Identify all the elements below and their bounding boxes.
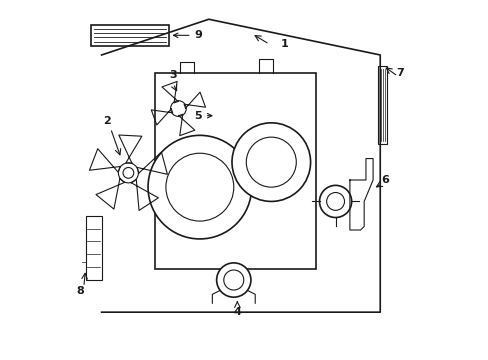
Text: 2: 2: [103, 116, 111, 126]
Bar: [85, 216, 102, 280]
Circle shape: [231, 123, 310, 202]
Text: 6: 6: [381, 175, 389, 185]
Text: 9: 9: [173, 30, 202, 40]
Text: 8: 8: [76, 286, 84, 296]
Bar: [378, 66, 386, 144]
Circle shape: [118, 163, 138, 183]
Circle shape: [246, 137, 296, 187]
Circle shape: [170, 101, 186, 116]
Text: 1: 1: [280, 39, 287, 49]
Circle shape: [123, 167, 134, 178]
Circle shape: [224, 270, 244, 290]
Circle shape: [165, 153, 233, 221]
Circle shape: [148, 135, 251, 239]
Bar: [91, 24, 169, 46]
Text: 3: 3: [169, 69, 177, 80]
Text: 5: 5: [194, 111, 211, 121]
Text: 4: 4: [233, 307, 241, 317]
Bar: [155, 73, 315, 269]
Text: 7: 7: [395, 68, 403, 78]
Circle shape: [326, 193, 344, 210]
Circle shape: [319, 185, 351, 217]
Circle shape: [216, 263, 250, 297]
